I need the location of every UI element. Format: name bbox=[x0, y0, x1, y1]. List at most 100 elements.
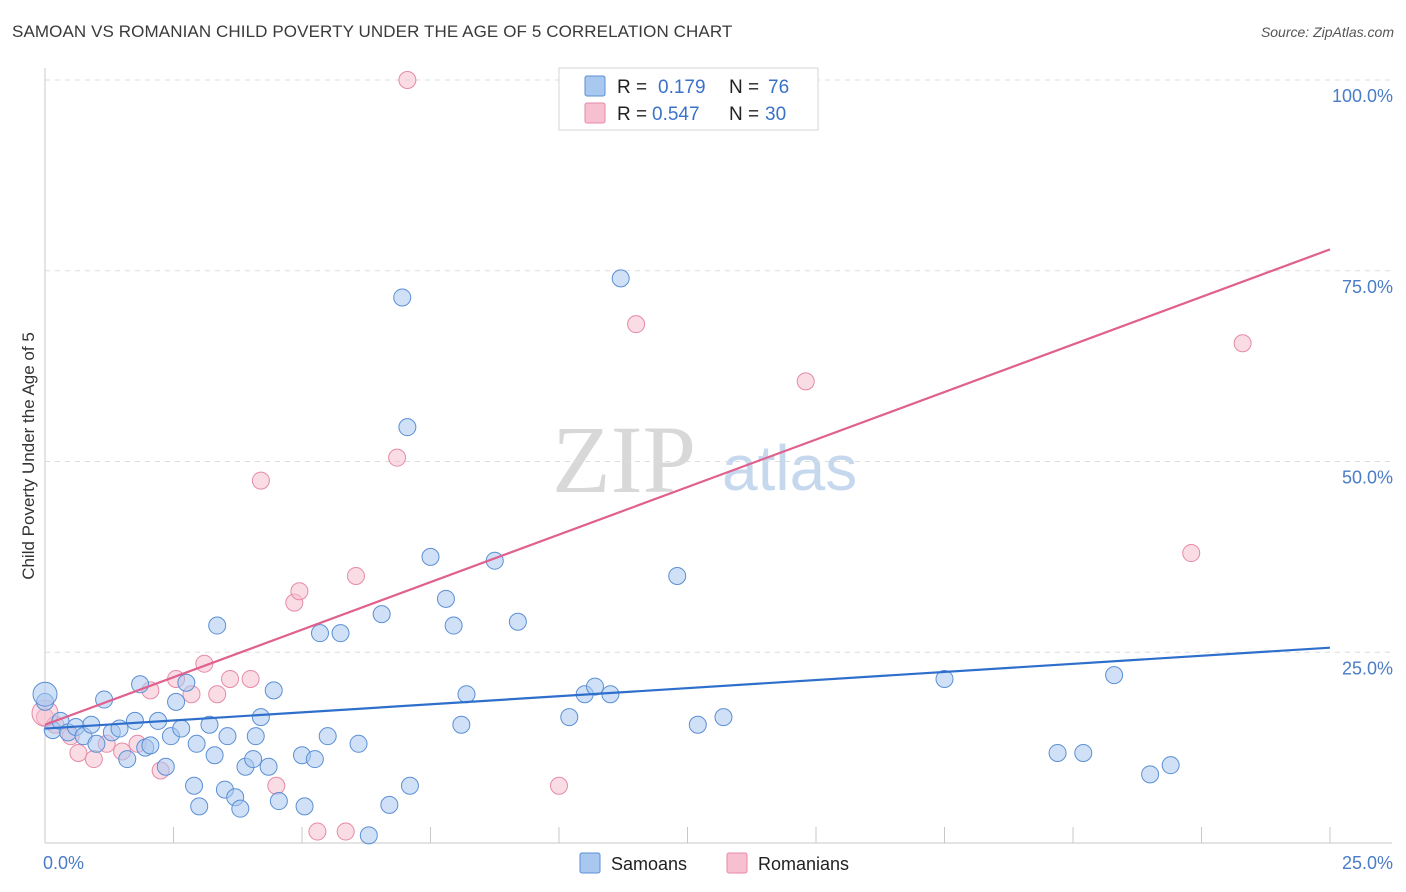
romanian-point bbox=[550, 776, 568, 795]
legend-swatch-samoans bbox=[584, 75, 606, 97]
samoan-point bbox=[1048, 743, 1067, 762]
samoan-point bbox=[452, 715, 471, 734]
samoan-point bbox=[269, 792, 288, 811]
bottom-legend-label-samoans: Samoans bbox=[611, 854, 687, 874]
samoan-point bbox=[125, 711, 144, 730]
samoan-point bbox=[295, 797, 314, 816]
samoan-point bbox=[205, 746, 224, 765]
x-tick-labels: 0.0% 25.0% bbox=[43, 853, 1393, 873]
romanian-point bbox=[398, 71, 417, 89]
samoan-point bbox=[400, 776, 419, 795]
samoan-point bbox=[259, 757, 278, 776]
samoan-point bbox=[444, 616, 463, 635]
samoan-point bbox=[305, 750, 324, 769]
watermark-atlas: atlas bbox=[722, 432, 857, 504]
samoan-point bbox=[208, 616, 227, 635]
samoan-point bbox=[331, 624, 350, 643]
romanian-point bbox=[208, 685, 227, 704]
trend-lines bbox=[44, 248, 1331, 730]
source-credit: Source: ZipAtlas.com bbox=[1260, 24, 1394, 40]
samoan-point bbox=[87, 734, 106, 753]
bottom-legend-swatch-samoans bbox=[579, 852, 601, 874]
samoan-point bbox=[1141, 765, 1160, 784]
legend-r-value: 0.179 bbox=[658, 77, 706, 98]
samoan-point bbox=[714, 708, 733, 727]
samoan-point bbox=[172, 719, 191, 738]
samoan-point bbox=[187, 734, 206, 753]
romanian-point bbox=[290, 582, 309, 601]
samoan-point bbox=[244, 750, 263, 769]
y-tick-label: 100.0% bbox=[1332, 86, 1393, 106]
romanian-point bbox=[308, 822, 327, 841]
romanian-point bbox=[388, 448, 407, 467]
bottom-legend-swatch-romanians bbox=[726, 852, 748, 874]
samoan-point bbox=[167, 692, 186, 711]
romanian-point bbox=[796, 372, 815, 391]
romanian-point bbox=[627, 315, 646, 334]
romanian-point bbox=[221, 669, 240, 688]
romanian-point bbox=[336, 822, 355, 841]
x-tick-label: 25.0% bbox=[1342, 853, 1393, 873]
romanian-point bbox=[346, 566, 365, 585]
samoan-point bbox=[668, 566, 687, 585]
romanian-point bbox=[69, 743, 88, 762]
romanian-point bbox=[267, 776, 286, 795]
samoan-point bbox=[688, 715, 707, 734]
samoan-point bbox=[398, 418, 417, 437]
legend-r-label: R = bbox=[617, 104, 647, 125]
samoan-point bbox=[436, 589, 455, 608]
samoan-point bbox=[457, 685, 476, 704]
y-tick-label: 50.0% bbox=[1342, 468, 1393, 488]
legend-n-value: 76 bbox=[768, 77, 789, 98]
romanian-point bbox=[1233, 334, 1252, 353]
samoan-point bbox=[190, 797, 209, 816]
y-tick-labels: 25.0% 50.0% 75.0% 100.0% bbox=[1332, 86, 1393, 678]
samoans-trend-line bbox=[44, 646, 1331, 730]
samoans-points bbox=[32, 269, 1180, 845]
samoan-point bbox=[508, 612, 527, 631]
y-tick-label: 75.0% bbox=[1342, 277, 1393, 297]
samoan-point bbox=[349, 734, 368, 753]
samoan-point bbox=[1105, 666, 1124, 685]
axes bbox=[44, 68, 1392, 844]
samoan-point bbox=[393, 288, 412, 307]
samoan-point bbox=[200, 715, 219, 734]
samoan-point bbox=[264, 681, 283, 700]
samoan-point bbox=[141, 736, 160, 755]
romanian-point bbox=[251, 471, 270, 490]
samoan-point bbox=[1161, 756, 1180, 775]
samoan-point bbox=[246, 727, 265, 746]
legend-r-label: R = bbox=[617, 77, 647, 98]
legend-r-value: 0.547 bbox=[652, 104, 700, 125]
samoan-point bbox=[421, 547, 440, 566]
x-tick-label: 0.0% bbox=[43, 853, 84, 873]
watermark-zip: ZIP bbox=[552, 406, 696, 513]
romanian-point bbox=[1182, 544, 1201, 563]
bottom-legend-label-romanians: Romanians bbox=[758, 854, 849, 874]
samoan-point bbox=[32, 681, 58, 707]
gridlines bbox=[45, 79, 1392, 653]
samoan-point bbox=[177, 673, 196, 692]
legend-n-label: N = bbox=[729, 77, 759, 98]
y-axis-title: Child Poverty Under the Age of 5 bbox=[19, 332, 38, 580]
samoan-point bbox=[1074, 743, 1093, 762]
chart-title: SAMOAN VS ROMANIAN CHILD POVERTY UNDER T… bbox=[12, 22, 733, 41]
samoan-point bbox=[560, 708, 579, 727]
legend-swatch-romanians bbox=[584, 102, 606, 124]
samoan-point bbox=[359, 826, 378, 845]
samoan-point bbox=[611, 269, 630, 288]
samoan-point bbox=[372, 605, 391, 624]
samoan-point bbox=[380, 795, 399, 814]
samoan-point bbox=[185, 776, 204, 795]
samoan-point bbox=[118, 750, 137, 769]
legend-n-value: 30 bbox=[765, 104, 786, 125]
y-tick-label: 25.0% bbox=[1342, 658, 1393, 678]
romanian-point bbox=[241, 669, 260, 688]
samoan-point bbox=[585, 677, 604, 696]
samoan-point bbox=[218, 727, 237, 746]
romanians-trend-line bbox=[44, 248, 1331, 726]
samoan-point bbox=[156, 757, 175, 776]
samoan-point bbox=[935, 669, 954, 688]
samoan-point bbox=[251, 708, 270, 727]
